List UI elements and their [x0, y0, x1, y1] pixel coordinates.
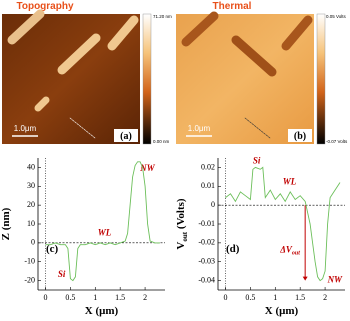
y-tick-label: -10 [24, 257, 35, 266]
delta-label: ΔVout [279, 244, 300, 256]
y-tick-label: -0.01 [198, 219, 215, 228]
annotation: NW [327, 274, 343, 284]
y-axis-label-part: (Volts) [175, 198, 187, 232]
arrow-head [302, 276, 308, 281]
annotation: WL [283, 176, 297, 186]
panel-label-box [288, 129, 312, 142]
x-tick-label: 2 [143, 293, 147, 302]
x-tick-label: 1.5 [115, 293, 125, 302]
y-tick-label: 0.01 [201, 181, 215, 190]
x-tick-label: 1.5 [295, 293, 305, 302]
x-tick-label: 0.5 [245, 293, 255, 302]
x-tick-label: 0 [223, 293, 227, 302]
colorbar-max: 71.20 nm [153, 14, 172, 19]
colorbar [142, 13, 152, 145]
y-axis-label-part: V [175, 242, 187, 250]
panel-label-box [114, 129, 138, 142]
annotation: WL [98, 227, 112, 237]
y-axis-label: Vout (Volts) [175, 198, 189, 250]
y-tick-label: 40 [27, 162, 35, 171]
image-title: Topography [16, 1, 73, 12]
y-tick-label: -0.02 [198, 238, 215, 247]
data-line [225, 166, 341, 282]
y-axis-label-part: out [181, 231, 189, 241]
y-tick-label: 0 [211, 200, 215, 209]
image-title: Thermal [213, 1, 252, 12]
nanowires [181, 11, 313, 139]
y-tick-label: -0.04 [198, 275, 215, 284]
y-tick-label: -0.03 [198, 257, 215, 266]
colorbar-min: 0.00 nm [153, 139, 170, 144]
scale-bar-label: 1.0μm [14, 124, 37, 133]
scale-bar-label: 1.0μm [188, 124, 211, 133]
x-tick-label: 0 [43, 293, 47, 302]
delta-label-part: out [292, 250, 300, 256]
x-tick-label: 0.5 [65, 293, 75, 302]
panel-label: (d) [226, 243, 240, 255]
y-tick-label: -20 [24, 275, 35, 284]
delta-label-part: ΔV [279, 244, 293, 254]
colorbar-min: -0.07 Volts [326, 139, 348, 144]
y-tick-label: 20 [27, 200, 35, 209]
nanowires [7, 9, 139, 139]
x-tick-label: 2 [323, 293, 327, 302]
colorbar-max: 0.05 Volts [326, 14, 347, 19]
colorbar [316, 13, 326, 145]
annotation: Si [58, 269, 66, 279]
panel-label: (a) [120, 131, 132, 142]
y-tick-label: 0.02 [201, 162, 215, 171]
x-axis-label: X (μm) [265, 305, 299, 317]
y-tick-label: 0 [31, 238, 35, 247]
y-axis-label: Z (nm) [0, 207, 12, 240]
x-tick-label: 1 [273, 293, 277, 302]
panel-label: (c) [46, 243, 59, 255]
y-tick-label: 10 [27, 219, 35, 228]
panel-label: (b) [294, 131, 306, 142]
x-axis-label: X (μm) [85, 305, 119, 317]
annotation: NW [139, 163, 155, 173]
annotation: Si [253, 156, 261, 166]
x-tick-label: 1 [93, 293, 97, 302]
data-line [45, 161, 160, 282]
y-axis-label-part: Z (nm) [0, 207, 12, 240]
y-tick-label: 30 [27, 181, 35, 190]
